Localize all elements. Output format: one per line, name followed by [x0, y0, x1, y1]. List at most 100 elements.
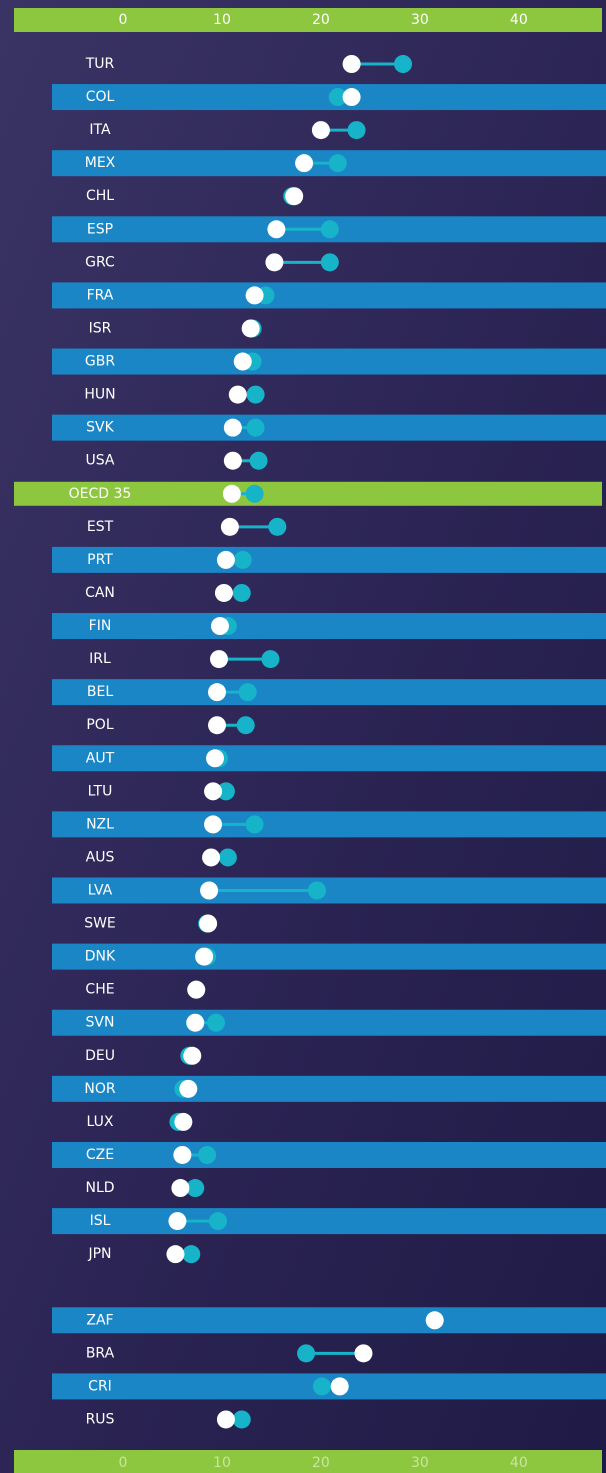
dot [174, 1112, 193, 1131]
dot [342, 55, 361, 73]
row-band [52, 613, 606, 640]
row-band [52, 348, 606, 375]
category-label: POL [86, 717, 113, 733]
category-label: ESP [87, 221, 113, 237]
dot [218, 848, 237, 867]
x-tick-label: 20 [312, 1455, 330, 1471]
dot [210, 617, 229, 636]
category-label: JPN [87, 1246, 111, 1262]
category-label: CAN [85, 585, 115, 601]
category-label: LTU [88, 783, 113, 799]
x-tick-label: 30 [411, 12, 429, 28]
category-label: SWE [84, 916, 116, 932]
dot [216, 782, 235, 801]
dot [223, 418, 242, 437]
row-band [52, 414, 606, 441]
category-label: ISL [90, 1213, 111, 1229]
category-label: LVA [88, 883, 113, 899]
category-label: HUN [84, 387, 115, 403]
dot [245, 286, 264, 305]
dot [228, 385, 247, 404]
dot [249, 451, 268, 470]
dot [320, 220, 339, 239]
category-label: MEX [85, 155, 116, 171]
dot [330, 1377, 349, 1396]
category-label: BRA [86, 1345, 115, 1361]
dot [307, 881, 326, 900]
top-axis-band [14, 8, 602, 32]
dot [214, 583, 233, 602]
category-label: SVK [86, 420, 114, 436]
dot [233, 352, 252, 371]
dot [236, 716, 255, 735]
category-label: FRA [87, 287, 114, 303]
dot [261, 650, 280, 669]
dot [186, 1179, 205, 1198]
x-tick-label: 30 [411, 1455, 429, 1471]
dot [223, 451, 242, 470]
bottom-axis-band [14, 1450, 602, 1473]
dot [328, 88, 347, 107]
dot [246, 385, 265, 404]
dot [187, 980, 206, 999]
dot [216, 1410, 235, 1429]
dot [173, 1145, 192, 1164]
x-tick-label: 10 [213, 1455, 231, 1471]
category-label: CZE [86, 1147, 114, 1163]
category-label: CHE [85, 982, 114, 998]
category-label: IRL [89, 651, 111, 667]
dot [297, 1344, 316, 1363]
category-label: AUT [86, 750, 115, 766]
dot [171, 1179, 190, 1198]
category-label: BEL [87, 684, 113, 700]
row-band [52, 1208, 606, 1235]
dot [232, 583, 251, 602]
row-band [52, 811, 606, 838]
dot [208, 716, 227, 735]
dot [166, 1245, 185, 1264]
row-band [52, 1075, 606, 1102]
row-band [52, 1141, 606, 1168]
category-label: PRT [87, 552, 113, 568]
category-label: EST [87, 519, 114, 535]
dot [312, 1377, 331, 1396]
dot [198, 1145, 217, 1164]
category-label: GRC [85, 254, 115, 270]
category-label: NOR [84, 1081, 115, 1097]
dot [204, 782, 223, 801]
dot [168, 1212, 187, 1231]
row-band [52, 282, 606, 309]
category-label: CRI [88, 1378, 112, 1394]
dot [209, 650, 228, 669]
dot [179, 1079, 198, 1098]
category-label: AUS [86, 849, 115, 865]
category-label: COL [86, 89, 115, 105]
x-tick-label: 20 [312, 12, 330, 28]
x-tick-label: 0 [119, 12, 128, 28]
x-tick-label: 40 [510, 12, 528, 28]
dot [232, 1410, 251, 1429]
row-band [52, 1009, 606, 1036]
category-label: NZL [86, 816, 114, 832]
highlight-band [14, 481, 602, 506]
dot [425, 1311, 444, 1330]
dot [285, 187, 304, 206]
dot [195, 947, 214, 966]
category-label: LUX [87, 1114, 114, 1130]
x-tick-label: 40 [510, 1455, 528, 1471]
dot [220, 517, 239, 536]
category-label: CHL [86, 188, 114, 204]
dot [246, 418, 265, 437]
dot [268, 517, 287, 536]
dot [208, 683, 227, 702]
row-band [52, 679, 606, 706]
x-tick-label: 0 [119, 1455, 128, 1471]
dot [233, 550, 252, 569]
x-tick-label: 10 [213, 12, 231, 28]
dot [241, 319, 260, 338]
row-band [52, 877, 606, 904]
dot [245, 484, 264, 503]
dot [394, 55, 413, 73]
category-label: TUR [85, 56, 115, 72]
